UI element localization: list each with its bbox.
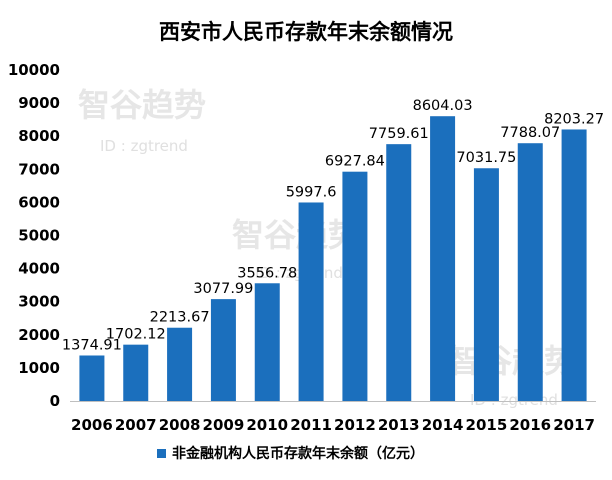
y-tick-label: 0 bbox=[50, 392, 60, 410]
y-tick-label: 4000 bbox=[18, 260, 60, 278]
x-tick-label: 2011 bbox=[290, 416, 332, 434]
data-label: 7788.07 bbox=[500, 125, 560, 141]
x-axis: 2006 2007 2008 2009 2010 2011 2012 2013 2014 2015… bbox=[71, 416, 595, 434]
x-tick-label: 2009 bbox=[203, 416, 245, 434]
x-tick-label: 2008 bbox=[159, 416, 201, 434]
bar bbox=[167, 327, 193, 401]
data-label: 3556.78 bbox=[237, 265, 297, 281]
y-axis: 0 1000 2000 3000 4000 5000 6000 7000 8000 9000 100… bbox=[8, 61, 60, 410]
x-tick-label: 2013 bbox=[378, 416, 420, 434]
bar-series bbox=[79, 116, 587, 402]
watermark-brand: 智谷趋势 bbox=[448, 342, 576, 380]
bar bbox=[430, 116, 456, 401]
y-tick-label: 3000 bbox=[18, 293, 60, 311]
watermark-brand: 智谷趋势 bbox=[232, 216, 360, 254]
y-tick-label: 6000 bbox=[18, 193, 60, 211]
y-tick-label: 9000 bbox=[18, 94, 60, 112]
bar bbox=[79, 355, 105, 401]
legend-swatch bbox=[157, 449, 166, 458]
bar bbox=[342, 171, 368, 401]
data-label: 5997.6 bbox=[286, 184, 337, 200]
bar bbox=[561, 129, 587, 402]
legend-label: 非金融机构人民币存款年末余额（亿元） bbox=[172, 445, 424, 462]
x-tick-label: 2010 bbox=[246, 416, 288, 434]
x-tick-label: 2015 bbox=[466, 416, 508, 434]
x-tick-label: 2016 bbox=[509, 416, 551, 434]
data-label: 1374.91 bbox=[62, 337, 122, 353]
bar bbox=[254, 283, 280, 401]
bar bbox=[210, 299, 236, 401]
chart-title: 西安市人民币存款年末余额情况 bbox=[159, 20, 453, 44]
y-tick-label: 5000 bbox=[18, 227, 60, 245]
data-label: 1702.12 bbox=[106, 327, 166, 343]
y-tick-label: 8000 bbox=[18, 127, 60, 145]
watermark-id: ID : zgtrend bbox=[100, 137, 188, 155]
bar bbox=[298, 202, 324, 401]
data-label: 6927.84 bbox=[325, 154, 385, 170]
data-label: 7031.75 bbox=[456, 150, 516, 166]
bar bbox=[517, 143, 543, 401]
data-label: 7759.61 bbox=[369, 126, 429, 142]
data-label: 8604.03 bbox=[413, 98, 473, 114]
data-label: 3077.99 bbox=[193, 281, 253, 297]
data-label: 2213.67 bbox=[150, 310, 210, 326]
y-tick-label: 7000 bbox=[18, 160, 60, 178]
data-label: 8203.27 bbox=[544, 111, 604, 127]
x-tick-label: 2007 bbox=[115, 416, 157, 434]
y-tick-label: 2000 bbox=[18, 326, 60, 344]
x-tick-label: 2012 bbox=[334, 416, 376, 434]
bar bbox=[473, 168, 499, 401]
y-tick-label: 10000 bbox=[8, 61, 60, 79]
x-tick-label: 2014 bbox=[422, 416, 464, 434]
x-tick-label: 2006 bbox=[71, 416, 113, 434]
y-tick-label: 1000 bbox=[18, 359, 60, 377]
x-tick-label: 2017 bbox=[553, 416, 595, 434]
bar bbox=[386, 144, 412, 401]
watermark-brand: 智谷趋势 bbox=[78, 86, 206, 124]
legend: 非金融机构人民币存款年末余额（亿元） bbox=[157, 445, 424, 462]
bar bbox=[123, 344, 149, 401]
